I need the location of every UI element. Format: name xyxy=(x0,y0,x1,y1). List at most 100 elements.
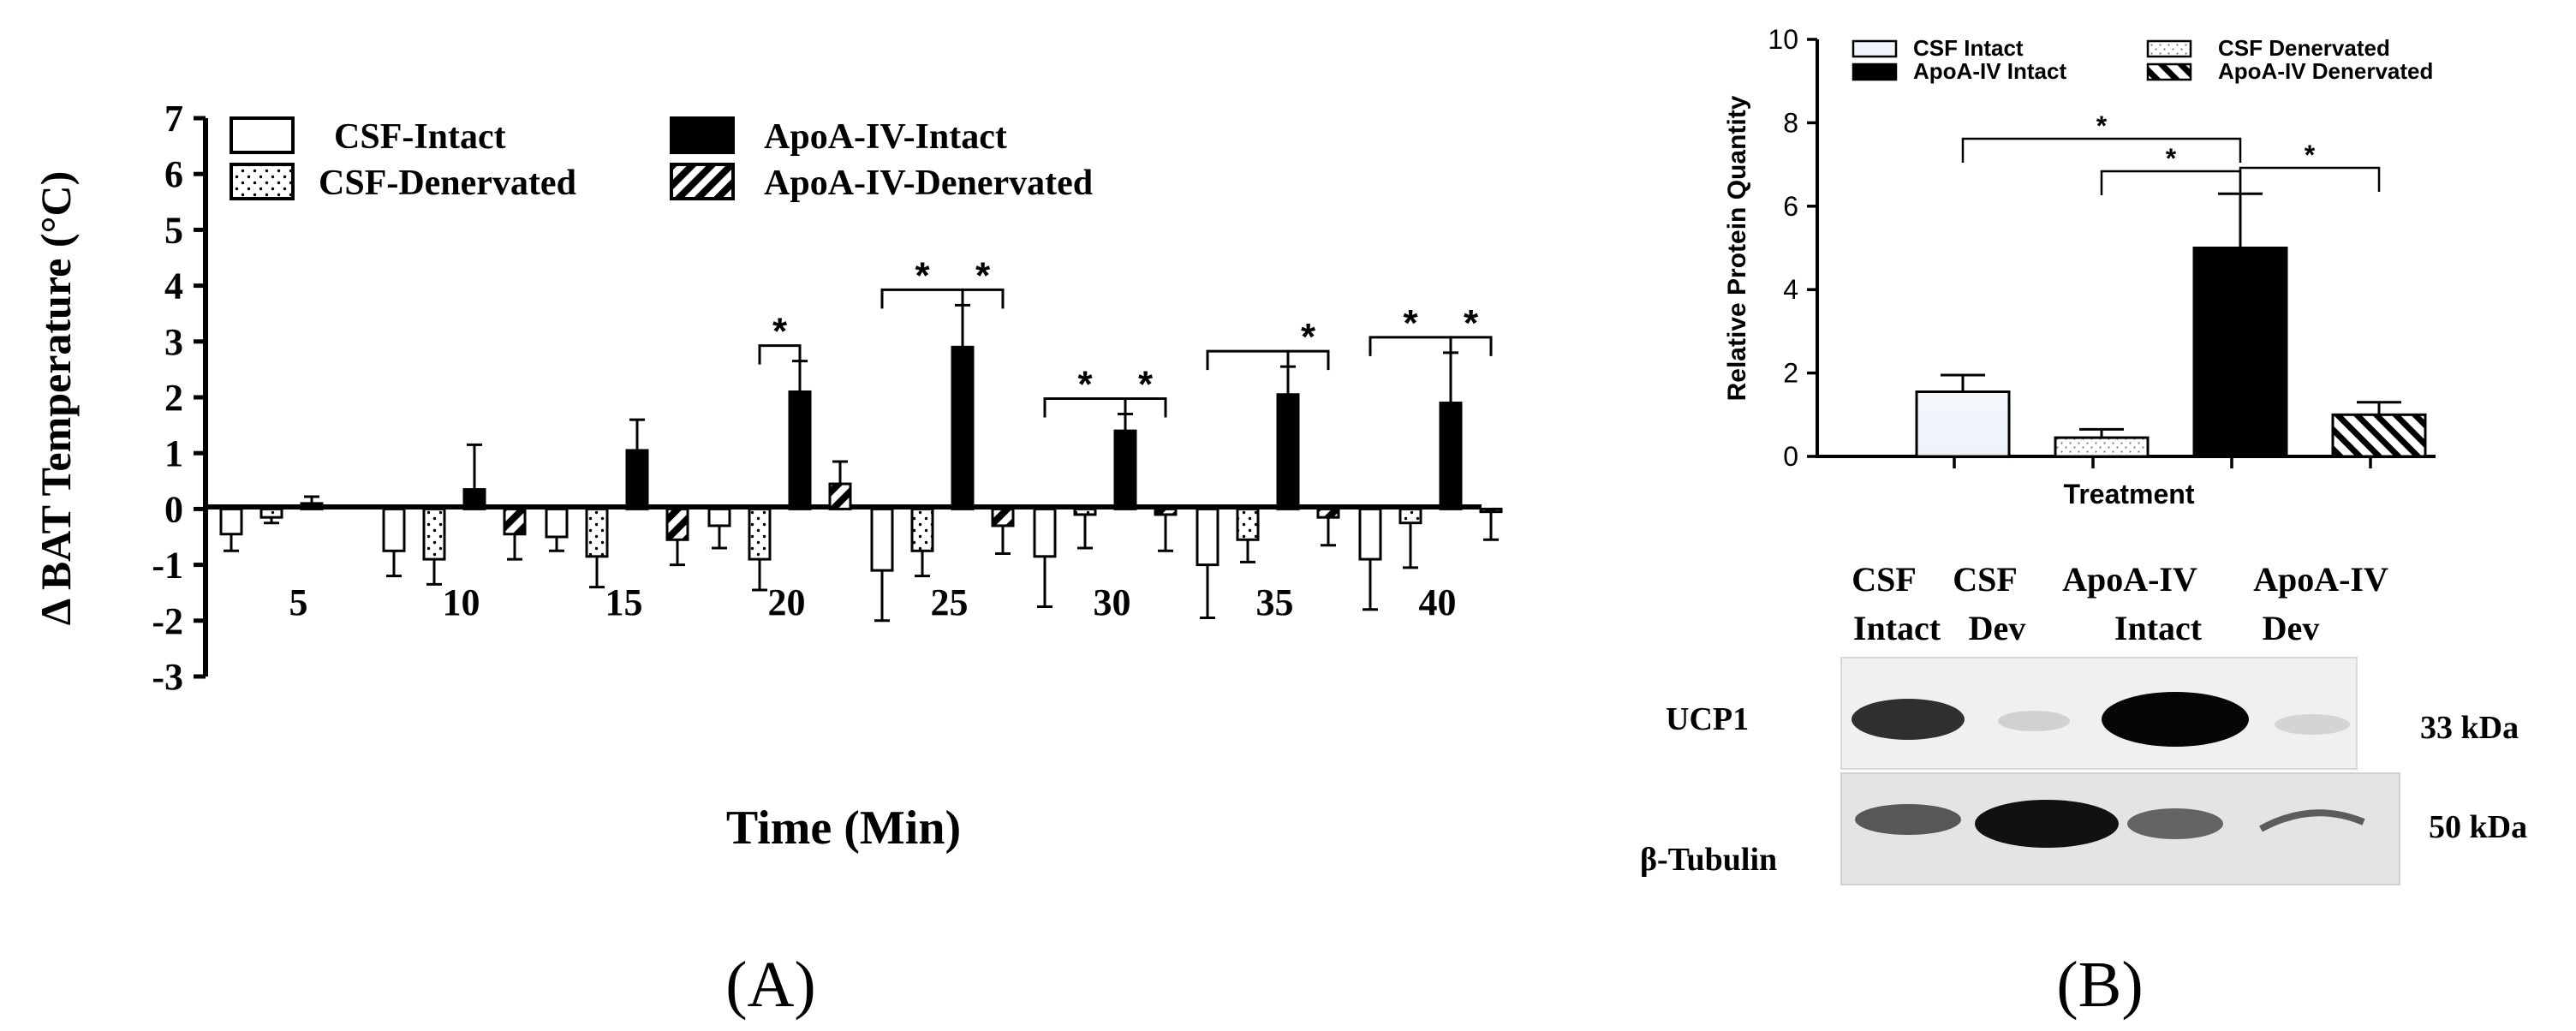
panel-a-x-tick-label: 30 xyxy=(1094,581,1131,623)
panel-b-y-tick-label: 8 xyxy=(1783,107,1798,138)
panel-a-legend: CSF-Intact CSF-Denervated ApoA-IV-Intact… xyxy=(230,116,1093,203)
blot-lane-4-line2: Dev xyxy=(2263,609,2320,647)
panel-a-y-axis-label: Δ BAT Temperature (°C) xyxy=(32,171,80,626)
band-tubulin-apoa-iv-intact xyxy=(2127,808,2223,839)
panel-b-x-ticks xyxy=(1953,456,2372,468)
panel-a-y-tick-label: 6 xyxy=(164,153,183,195)
legend-label-apoa-iv-intact: ApoA-IV-Intact xyxy=(764,117,1007,157)
panel-b-significance-bracket xyxy=(2100,170,2242,195)
panel-a-significance-star: * xyxy=(772,311,788,353)
legend-swatch-apoa-iv-denervated xyxy=(2146,63,2192,81)
panel-a-significance-bracket xyxy=(961,288,1005,309)
bar-apoa-iv-denervated xyxy=(2331,413,2427,458)
panel-b-y-tick-label: 10 xyxy=(1768,24,1798,55)
bar-apoa-iv-intact-35 xyxy=(1276,393,1300,510)
legend-swatch-apoa-iv-intact xyxy=(1852,63,1898,81)
panel-a-significance-star: * xyxy=(1403,302,1418,344)
bar-csf-intact-35 xyxy=(1196,507,1219,567)
legend-label-apoa-iv-denervated: ApoA-IV Denervated xyxy=(2218,58,2433,84)
panel-a-x-tick-label: 25 xyxy=(931,581,969,623)
bar-apoa-iv-denervated-40 xyxy=(1479,507,1503,514)
bar-apoa-iv-intact-25 xyxy=(951,345,975,510)
panel-b-bars xyxy=(1915,192,2427,458)
panel-a-significance-bracket xyxy=(1206,349,1290,371)
blot-row-label-ucp1: UCP1 xyxy=(1666,701,1749,737)
bar-csf-denervated-5 xyxy=(259,507,283,519)
bar-csf-intact-20 xyxy=(707,507,731,527)
panel-a-significance-bracket xyxy=(758,344,802,365)
panel-a-y-tick-label: 2 xyxy=(164,377,183,419)
panel-b-significance-star: * xyxy=(2166,143,2177,174)
bar-apoa-iv-intact-15 xyxy=(625,449,649,510)
blot-lane-1-line1: CSF xyxy=(1852,560,1917,599)
panel-a-y-ticks: -3 -2 -1 0 1 2 3 4 5 6 7 xyxy=(152,98,206,698)
panel-a-significance-star: * xyxy=(1077,364,1093,406)
panel-a-x-tick-label: 40 xyxy=(1419,581,1457,623)
panel-b-y-tick-label: 0 xyxy=(1783,441,1798,472)
legend-label-csf-intact: CSF Intact xyxy=(1913,35,2024,61)
panel-a-x-tick-label: 20 xyxy=(768,581,806,623)
blot-lane-4-line1: ApoA-IV xyxy=(2253,560,2388,599)
panel-b-significance-bracket xyxy=(1961,137,2242,163)
blot-row-label-tubulin: β-Tubulin xyxy=(1640,842,1777,878)
band-tubulin-csf-dev xyxy=(1975,800,2119,848)
bar-apoa-iv-denervated-35 xyxy=(1316,507,1340,519)
bar-csf-denervated-40 xyxy=(1398,507,1422,525)
blot-lane-2-line1: CSF xyxy=(1953,560,2018,599)
panel-b-y-ticks: 0 2 4 6 8 10 xyxy=(1768,24,1817,472)
bar-csf-denervated-30 xyxy=(1073,507,1097,516)
bar-apoa-iv-intact-20 xyxy=(788,390,812,510)
panel-a-label: (A) xyxy=(725,949,816,1021)
panel-a-significance-star: * xyxy=(1464,302,1479,344)
legend-label-apoa-iv-intact: ApoA-IV Intact xyxy=(1913,58,2066,84)
panel-a-y-tick-label: -1 xyxy=(152,545,183,587)
western-blot: CSF Intact CSF Dev ApoA-IV Intact ApoA-I… xyxy=(1640,560,2527,885)
panel-b-y-axis-label: Relative Protein Quantity xyxy=(1723,95,1751,401)
panel-a-bars xyxy=(219,303,1503,623)
bar-apoa-iv-denervated-15 xyxy=(665,507,689,541)
band-ucp1-apoa-iv-intact xyxy=(2102,692,2249,747)
blot-lane-3-line1: ApoA-IV xyxy=(2062,560,2197,599)
panel-a-x-ticks: 5 10 15 20 25 30 35 40 xyxy=(289,581,1457,623)
bar-apoa-iv-intact-40 xyxy=(1439,402,1463,510)
bar-apoa-iv-denervated-25 xyxy=(991,507,1015,527)
bar-csf-intact xyxy=(1915,390,2011,458)
blot-lane-1-line2: Intact xyxy=(1853,609,1941,647)
bar-csf-intact-40 xyxy=(1358,507,1382,561)
legend-label-csf-denervated: CSF-Denervated xyxy=(319,164,576,203)
legend-label-csf-denervated: CSF Denervated xyxy=(2218,35,2390,61)
panel-a-x-tick-label: 5 xyxy=(289,581,308,623)
panel-b-legend: CSF Intact ApoA-IV Intact CSF Denervated… xyxy=(1852,35,2433,84)
band-ucp1-apoa-iv-dev xyxy=(2275,714,2350,735)
blot-lane-3-line2: Intact xyxy=(2114,609,2203,647)
panel-b-x-axis-label: Treatment xyxy=(2064,479,2195,510)
blot-size-tubulin: 50 kDa xyxy=(2429,809,2527,845)
band-ucp1-csf-intact xyxy=(1852,699,1965,740)
blot-size-ucp1: 33 kDa xyxy=(2420,710,2519,746)
panel-b-y-tick-label: 4 xyxy=(1783,274,1798,305)
bar-apoa-iv-intact-5 xyxy=(300,502,324,510)
bar-csf-intact-5 xyxy=(219,507,243,536)
band-tubulin-apoa-iv-dev xyxy=(2259,809,2365,832)
panel-a-y-tick-label: 0 xyxy=(164,488,183,530)
panel-a-y-tick-label: 5 xyxy=(164,209,183,251)
band-ucp1-csf-dev xyxy=(1998,711,2070,731)
panel-a-significance-bracket xyxy=(1449,336,1493,356)
bar-csf-denervated xyxy=(2054,436,2150,458)
bar-csf-intact-25 xyxy=(870,507,894,572)
bar-csf-denervated-15 xyxy=(585,507,609,558)
panel-a-significance-star: * xyxy=(1138,364,1154,406)
legend-swatch-apoa-iv-intact xyxy=(670,116,735,154)
panel-b-chart: 0 2 4 6 8 10 * * * Relative Protein Quantity Tr… xyxy=(1723,24,2436,510)
panel-a-significance-bracket xyxy=(1286,349,1330,371)
bar-csf-intact-10 xyxy=(382,507,406,552)
panel-a-x-tick-label: 15 xyxy=(605,581,643,623)
panel-a-significance-star: * xyxy=(975,254,991,296)
bar-csf-denervated-20 xyxy=(748,507,772,561)
blot-lane-2-line2: Dev xyxy=(1969,609,2026,647)
legend-label-apoa-iv-denervated: ApoA-IV-Denervated xyxy=(764,164,1093,203)
panel-a-significance-star: * xyxy=(915,254,930,296)
panel-a-y-tick-label: -2 xyxy=(152,600,183,642)
bar-apoa-iv-intact-30 xyxy=(1113,429,1137,510)
